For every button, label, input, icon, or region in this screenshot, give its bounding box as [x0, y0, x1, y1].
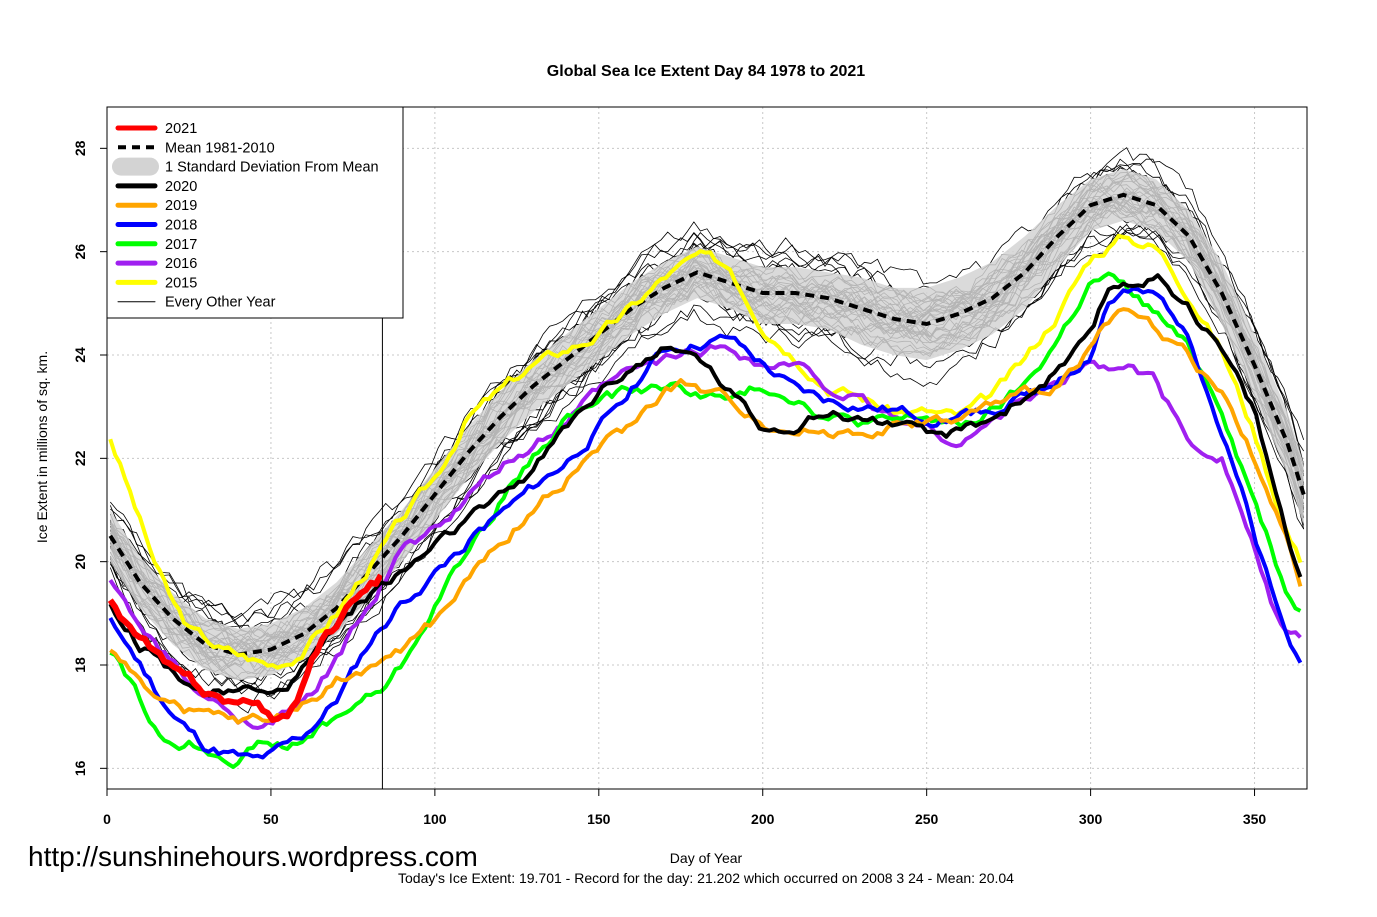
series-lines: [107, 233, 1303, 769]
legend: 2021 Mean 1981-2010 1 Standard Deviation F…: [106, 106, 404, 319]
legend-entry: 2018: [115, 218, 197, 234]
legend-label: 2018: [165, 218, 197, 234]
mean-line: [108, 192, 1306, 657]
series-line-2017: [109, 271, 1302, 769]
legend-entry: 2021: [115, 121, 197, 137]
legend-label: 2015: [165, 275, 197, 291]
axes: 0 50 100 150 200 250 300 350 16 18 20 22 24 26 28: [72, 140, 1266, 827]
legend-entry: 1 Standard Deviation From Mean: [112, 157, 379, 176]
series-line-2016: [108, 343, 1302, 730]
y-tick-label: 16: [72, 760, 88, 776]
x-tick-label: 300: [1079, 811, 1103, 827]
legend-label: 2016: [165, 256, 197, 272]
footer-stats: Today's Ice Extent: 19.701 - Record for …: [398, 870, 1014, 886]
y-tick-label: 22: [72, 450, 88, 466]
legend-entry: Mean 1981-2010: [118, 140, 275, 156]
legend-entry: Every Other Year: [117, 295, 276, 311]
legend-box: [106, 106, 404, 319]
series-line-2018: [108, 286, 1303, 760]
legend-entry: 2015: [115, 275, 197, 291]
legend-label: Every Other Year: [165, 295, 276, 311]
series-line-2019: [109, 307, 1303, 725]
x-tick-label: 100: [423, 811, 447, 827]
y-tick-label: 20: [72, 554, 88, 570]
y-tick-label: 18: [72, 657, 88, 673]
legend-entry: 2020: [115, 179, 197, 195]
series-line-2021: [107, 573, 384, 723]
x-tick-label: 150: [587, 811, 611, 827]
y-tick-label: 24: [72, 347, 88, 363]
mean-polyline: [108, 192, 1306, 657]
x-axis-label: Day of Year: [670, 850, 743, 866]
legend-entry: 2016: [115, 256, 197, 272]
legend-label: 2020: [165, 179, 197, 195]
y-axis-label: Ice Extent in millions of sq. km.: [34, 351, 50, 543]
x-tick-label: 200: [751, 811, 775, 827]
legend-label: 2021: [165, 121, 197, 137]
legend-label: 1 Standard Deviation From Mean: [165, 160, 379, 176]
legend-label: 2019: [165, 198, 197, 214]
chart-title: Global Sea Ice Extent Day 84 1978 to 202…: [547, 63, 865, 80]
legend-entry: 2019: [115, 198, 197, 214]
std-band-area: [110, 169, 1304, 681]
plot-frame: [106, 106, 1308, 790]
legend-label: Mean 1981-2010: [165, 140, 275, 156]
source-url: http://sunshinehours.wordpress.com: [28, 841, 478, 872]
legend-label: 2017: [165, 237, 197, 253]
legend-entry: 2017: [115, 237, 197, 253]
x-tick-label: 0: [103, 811, 111, 827]
y-tick-label: 26: [72, 244, 88, 260]
y-tick-label: 28: [72, 140, 88, 156]
x-tick-label: 350: [1243, 811, 1267, 827]
series-line-2015: [108, 233, 1303, 670]
std-deviation-band: [110, 169, 1304, 681]
legend-swatch-band: [112, 157, 159, 176]
x-tick-label: 250: [915, 811, 939, 827]
x-tick-label: 50: [263, 811, 279, 827]
